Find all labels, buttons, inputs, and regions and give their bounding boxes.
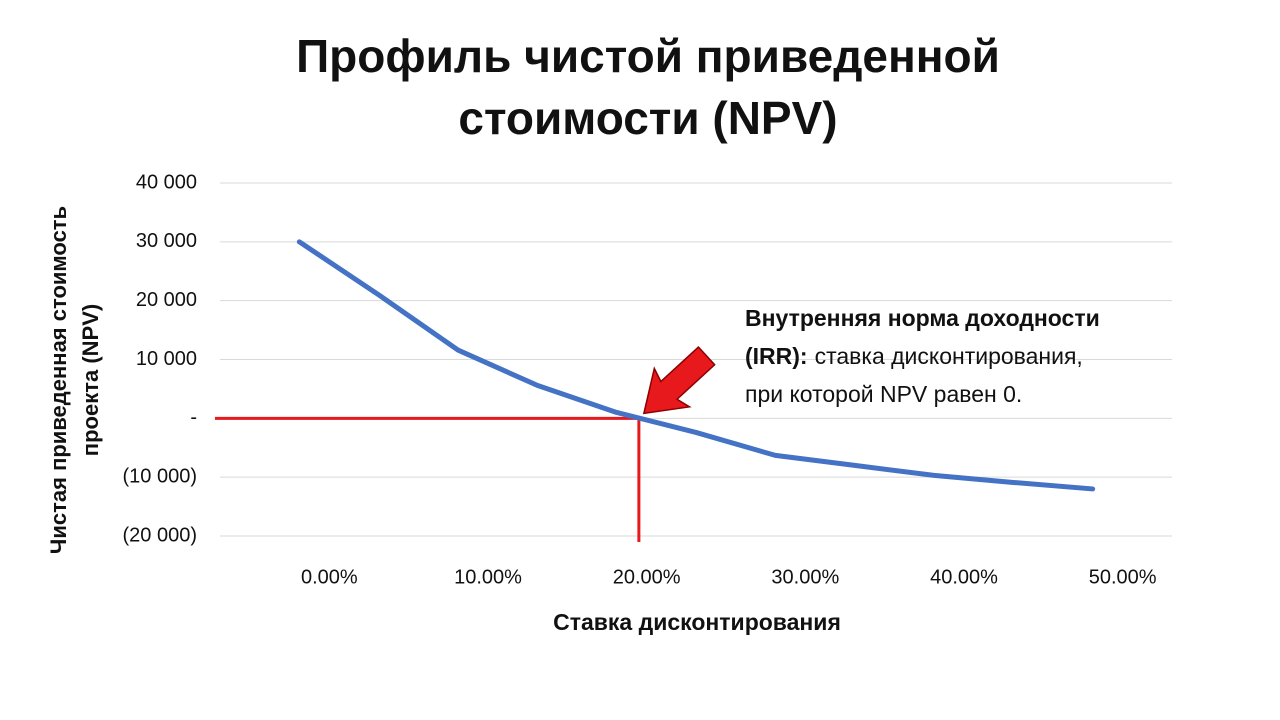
y-tick-label: 20 000 (136, 289, 197, 311)
annotation-text: ставка дисконтирования, (815, 343, 1083, 369)
x-tick-label: 30.00% (771, 566, 839, 588)
annotation-text: при которой NPV равен 0. (745, 381, 1022, 407)
annotation: Внутренняя норма доходности (745, 305, 1100, 331)
chart-title: стоимости (NPV) (458, 92, 837, 144)
y-tick-label: (20 000) (123, 524, 198, 546)
annotation: при которой NPV равен 0. (745, 381, 1022, 407)
x-axis-label: Ставка дисконтирования (553, 609, 841, 635)
y-tick-label: 10 000 (136, 348, 197, 370)
irr-arrow (642, 345, 716, 415)
y-axis-label: проекта (NPV) (78, 304, 103, 456)
x-tick-label: 40.00% (930, 566, 998, 588)
x-tick-label: 10.00% (454, 566, 522, 588)
annotation-bold: Внутренняя норма доходности (745, 305, 1100, 331)
y-axis-label: Чистая приведенная стоимость (46, 206, 71, 554)
y-tick-label: 40 000 (136, 171, 197, 193)
npv-line (296, 239, 1096, 492)
annotation: (IRR): ставка дисконтирования, (745, 343, 1083, 369)
irr-guide (215, 416, 641, 542)
y-tick-label: 30 000 (136, 230, 197, 252)
x-tick-label: 50.00% (1089, 566, 1157, 588)
x-tick-label: 0.00% (301, 566, 358, 588)
annotation-bold: (IRR): (745, 343, 808, 369)
y-tick-label: - (190, 407, 197, 429)
y-tick-label: (10 000) (123, 465, 198, 487)
x-tick-label: 20.00% (613, 566, 681, 588)
chart-title: Профиль чистой приведенной (296, 30, 1000, 82)
y-axis-label-group: Чистая приведенная стоимость проекта (NP… (46, 206, 103, 554)
